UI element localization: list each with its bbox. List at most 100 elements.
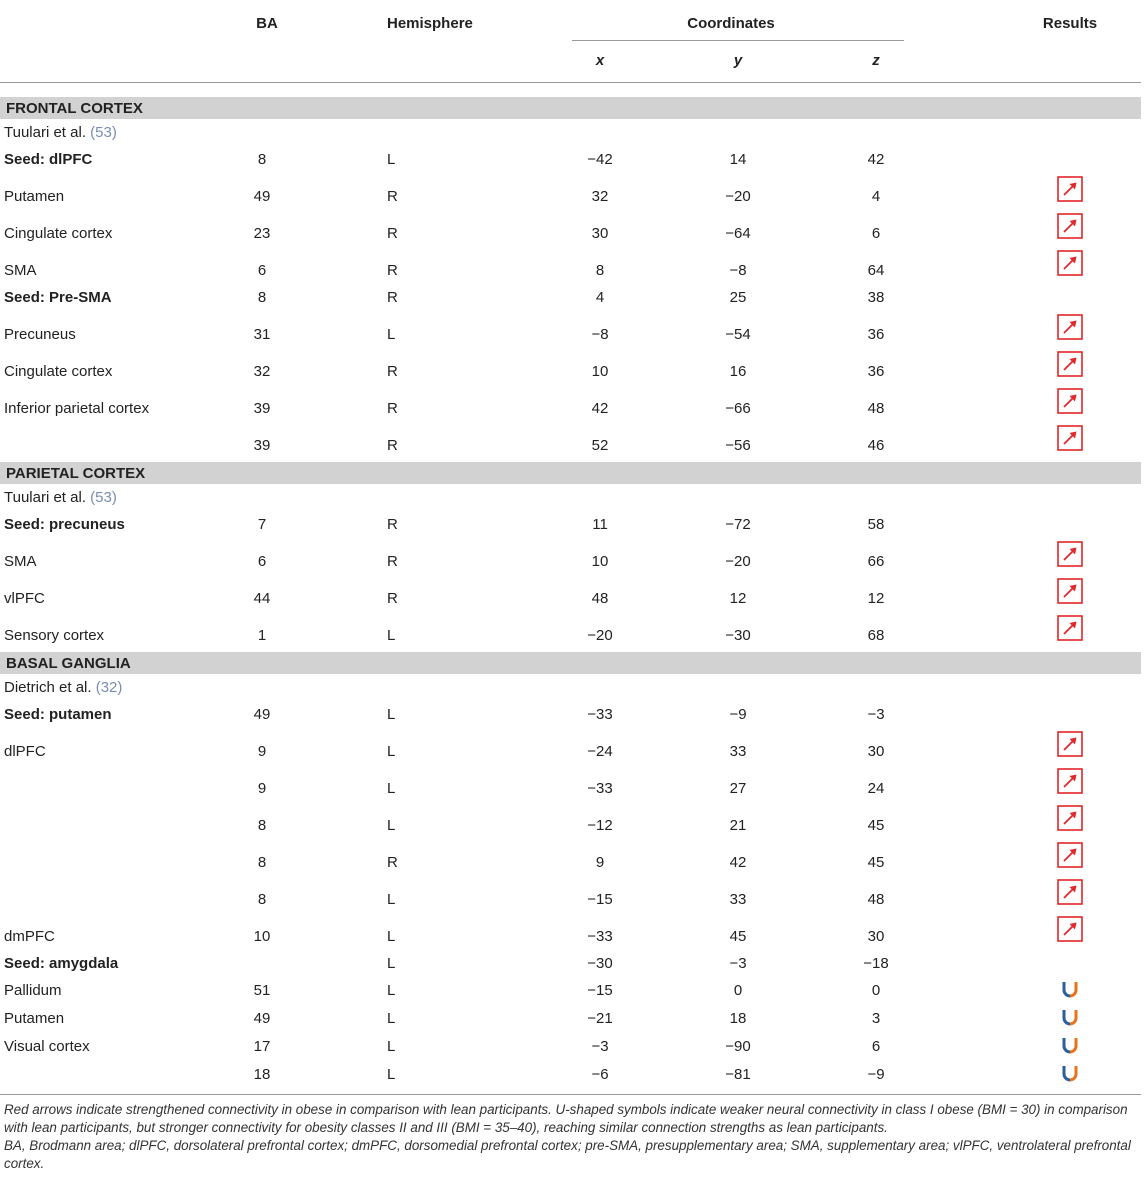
- cell-y: −81: [725, 1066, 751, 1083]
- cell-z: 24: [867, 780, 885, 797]
- u-shape-icon: [1061, 1036, 1079, 1054]
- cell-x: −42: [587, 150, 613, 168]
- cell-hemisphere: R: [387, 363, 398, 380]
- header-coordinates: Coordinates: [687, 15, 775, 32]
- cell-hemisphere: L: [387, 705, 396, 723]
- cell-y: −72: [725, 515, 751, 533]
- cell-ba: 51: [253, 982, 271, 999]
- cell-x: −8: [591, 326, 609, 343]
- cell-z: 46: [867, 437, 885, 454]
- footnote: Red arrows indicate strengthened connect…: [4, 1102, 1128, 1135]
- u-shape-icon: [1061, 980, 1079, 998]
- cell-y: 12: [729, 590, 747, 607]
- table-row: Sensory cortex 1 L −20 −30 68: [0, 612, 1146, 649]
- cell-ba: 9: [257, 743, 267, 760]
- table-row: 18 L −6 −81 −9: [0, 1061, 1146, 1089]
- cell-x: −6: [591, 1066, 609, 1083]
- cell-region: Visual cortex: [4, 1038, 90, 1055]
- section-title: PARIETAL CORTEX: [6, 465, 146, 482]
- cell-x: −24: [587, 743, 613, 760]
- cell-y: −54: [725, 326, 751, 343]
- red-arrow-icon: [1057, 314, 1083, 340]
- cell-region: vlPFC: [4, 590, 45, 607]
- cell-hemisphere: L: [387, 150, 396, 168]
- red-arrow-icon: [1057, 731, 1083, 757]
- red-arrow-icon: [1057, 541, 1083, 567]
- cell-hemisphere: L: [387, 1066, 396, 1083]
- cell-region: Seed: amygdala: [4, 954, 119, 972]
- cell-y: 0: [733, 982, 743, 999]
- red-arrow-icon: [1057, 250, 1083, 276]
- cell-ba: 44: [253, 590, 271, 607]
- section-title: BASAL GANGLIA: [6, 655, 131, 672]
- cell-z: −3: [867, 705, 885, 723]
- header-x: x: [595, 52, 605, 69]
- cell-z: 68: [867, 627, 885, 644]
- cell-y: −64: [725, 225, 751, 242]
- cell-ba: 6: [257, 262, 267, 279]
- table-row: Cingulate cortex 23 R 30 −64 6: [0, 210, 1146, 247]
- cell-z: 66: [867, 553, 885, 570]
- citation-ref: (53): [90, 123, 117, 141]
- cell-region: Inferior parietal cortex: [4, 400, 150, 417]
- cell-hemisphere: L: [387, 780, 396, 797]
- red-arrow-icon: [1057, 805, 1083, 831]
- cell-hemisphere: R: [387, 515, 398, 533]
- red-arrow-icon: [1057, 388, 1083, 414]
- citation-author: Tuulari et al.: [4, 488, 86, 506]
- cell-z: 4: [871, 188, 881, 205]
- table-row: Seed: dlPFC 8 L −42 14 42: [0, 146, 1146, 173]
- cell-x: −21: [587, 1010, 613, 1027]
- cell-region: Precuneus: [4, 326, 76, 343]
- cell-region: Seed: dlPFC: [4, 150, 93, 168]
- cell-ba: 8: [257, 817, 267, 834]
- cell-x: −3: [591, 1038, 609, 1055]
- table-row: Tuulari et al. (53): [0, 484, 1146, 511]
- cell-y: 21: [729, 817, 747, 834]
- cell-x: −33: [587, 705, 613, 723]
- table-row: dlPFC 9 L −24 33 30: [0, 728, 1146, 765]
- table-row: 8 L −12 21 45: [0, 802, 1146, 839]
- cell-x: −33: [587, 780, 613, 797]
- red-arrow-icon: [1057, 425, 1083, 451]
- cell-region: Sensory cortex: [4, 627, 105, 644]
- citation: Tuulari et al. (53): [4, 489, 117, 507]
- coordinates-rule: [572, 40, 904, 41]
- cell-hemisphere: R: [387, 553, 398, 570]
- cell-hemisphere: R: [387, 437, 398, 454]
- red-arrow-icon: [1057, 351, 1083, 377]
- cell-hemisphere: R: [387, 400, 398, 417]
- cell-y: 18: [729, 1010, 747, 1027]
- red-arrow-icon: [1057, 916, 1083, 942]
- table-row: Precuneus 31 L −8 −54 36: [0, 311, 1146, 348]
- cell-hemisphere: R: [387, 854, 398, 871]
- cell-z: 36: [867, 363, 885, 380]
- cell-region: dlPFC: [4, 743, 46, 760]
- citation: Tuulari et al. (53): [4, 124, 117, 142]
- cell-hemisphere: L: [387, 928, 396, 945]
- cell-y: 27: [729, 780, 747, 797]
- table-row: Seed: putamen 49 L −33 −9 −3: [0, 701, 1146, 728]
- cell-y: 14: [729, 150, 747, 168]
- cell-ba: 32: [253, 363, 271, 380]
- cell-z: 0: [871, 982, 881, 999]
- u-shape-icon: [1061, 1064, 1079, 1082]
- cell-x: 8: [595, 262, 605, 279]
- cell-x: 42: [591, 400, 609, 417]
- cell-hemisphere: L: [387, 817, 396, 834]
- cell-z: 6: [871, 1038, 881, 1055]
- cell-x: 32: [591, 188, 609, 205]
- cell-region: Seed: precuneus: [4, 515, 125, 533]
- cell-ba: 31: [253, 326, 271, 343]
- cell-x: 10: [591, 363, 609, 380]
- cell-y: 33: [729, 743, 747, 760]
- table-row: Cingulate cortex 32 R 10 16 36: [0, 348, 1146, 385]
- red-arrow-icon: [1057, 842, 1083, 868]
- table-row: Dietrich et al. (32): [0, 674, 1146, 701]
- cell-region: Pallidum: [4, 982, 62, 999]
- section-header: PARIETAL CORTEX: [0, 462, 1141, 484]
- header-hemisphere: Hemisphere: [387, 15, 473, 32]
- cell-hemisphere: R: [387, 262, 398, 279]
- cell-z: 45: [867, 854, 885, 871]
- table-row: Seed: Pre-SMA 8 R 4 25 38: [0, 284, 1146, 311]
